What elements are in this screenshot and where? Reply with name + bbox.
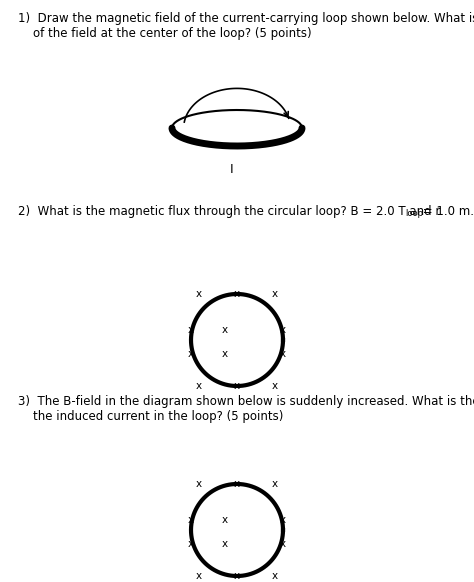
Text: x: x — [196, 381, 202, 391]
Text: x: x — [222, 349, 228, 359]
Text: the induced current in the loop? (5 points): the induced current in the loop? (5 poin… — [18, 410, 283, 423]
Text: x: x — [188, 349, 194, 359]
Text: 2)  What is the magnetic flux through the circular loop? B = 2.0 T and r: 2) What is the magnetic flux through the… — [18, 205, 440, 218]
Text: 1)  Draw the magnetic field of the current-carrying loop shown below. What is th: 1) Draw the magnetic field of the curren… — [18, 12, 474, 25]
Text: I: I — [230, 163, 234, 176]
Text: loop: loop — [405, 209, 423, 218]
Text: x: x — [234, 381, 240, 391]
Text: x: x — [222, 325, 228, 335]
Text: x: x — [188, 539, 194, 549]
Text: x: x — [280, 325, 286, 335]
Text: x: x — [280, 539, 286, 549]
Text: 3)  The B-field in the diagram shown below is suddenly increased. What is the di: 3) The B-field in the diagram shown belo… — [18, 395, 474, 408]
Text: x: x — [222, 515, 228, 525]
Text: x: x — [234, 571, 240, 581]
Text: x: x — [280, 349, 286, 359]
Text: x: x — [272, 571, 278, 581]
Text: x: x — [188, 325, 194, 335]
Text: x: x — [234, 479, 240, 489]
Text: x: x — [222, 539, 228, 549]
Text: x: x — [272, 479, 278, 489]
Text: x: x — [272, 289, 278, 299]
Text: x: x — [196, 289, 202, 299]
Text: x: x — [280, 515, 286, 525]
Text: x: x — [188, 515, 194, 525]
Text: = 1.0 m. (5 points): = 1.0 m. (5 points) — [419, 205, 474, 218]
Text: x: x — [272, 381, 278, 391]
Text: x: x — [196, 571, 202, 581]
Text: x: x — [196, 479, 202, 489]
Text: of the field at the center of the loop? (5 points): of the field at the center of the loop? … — [18, 27, 311, 40]
Text: x: x — [234, 289, 240, 299]
